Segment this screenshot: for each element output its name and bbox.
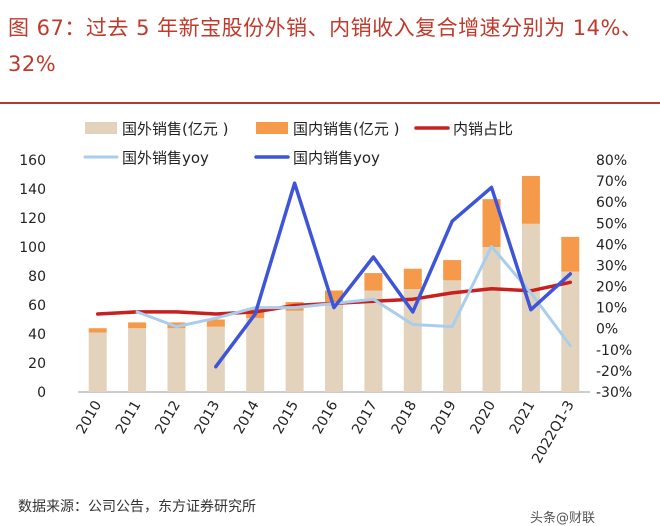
bar-foreign-sales: [482, 247, 501, 392]
legend-label: 国外销售yoy: [122, 149, 209, 167]
bar-foreign-sales: [167, 328, 186, 392]
x-tick-label: 2021: [507, 398, 539, 437]
bar-foreign-sales: [561, 271, 580, 392]
bar-foreign-sales: [403, 289, 422, 392]
left-tick-label: 20: [28, 356, 46, 372]
bar-domestic-sales: [325, 290, 343, 303]
right-tick-label: -10%: [596, 343, 632, 359]
line-foreign-yoy: [135, 245, 572, 348]
left-tick-label: 80: [28, 269, 46, 285]
bar-series: [88, 175, 580, 392]
x-tick-label: 2013: [192, 398, 224, 437]
left-tick-label: 40: [28, 327, 46, 343]
legend-swatch: [85, 122, 117, 134]
legend-label: 国内销售(亿元 ): [293, 120, 399, 138]
bar-domestic-sales: [364, 273, 383, 291]
x-tick-label: 2014: [231, 398, 263, 437]
line-series: [95, 181, 573, 369]
bar-foreign-sales: [325, 302, 343, 392]
x-tick-label: 2019: [428, 398, 460, 437]
legend-label: 国内销售yoy: [293, 149, 380, 167]
left-tick-label: 0: [37, 385, 46, 401]
bar-foreign-sales: [364, 290, 383, 392]
right-tick-label: 0%: [596, 322, 618, 338]
figure-title: 图 67：过去 5 年新宝股份外销、内销收入复合增速分别为 14%、32%: [8, 16, 643, 76]
right-tick-label: 10%: [596, 301, 627, 317]
legend-label: 内销占比: [453, 120, 513, 138]
x-tick-label: 2015: [270, 398, 302, 437]
bar-foreign-sales: [246, 318, 265, 392]
right-tick-label: 60%: [596, 195, 627, 211]
bar-domestic-sales: [521, 175, 540, 224]
line-domestic-yoy: [214, 181, 573, 369]
left-tick-label: 160: [19, 153, 46, 169]
source-note: 数据来源：公司公告，东方证券研究所: [18, 499, 256, 515]
x-tick-label: 2011: [113, 398, 145, 437]
right-tick-label: 20%: [596, 280, 627, 296]
bar-foreign-sales: [206, 326, 225, 392]
x-tick-label: 2016: [310, 398, 342, 437]
bar-foreign-sales: [128, 328, 147, 392]
x-tick-label: 2012: [152, 398, 184, 437]
x-tick-label: 2018: [389, 398, 421, 437]
legend-swatch: [256, 122, 288, 134]
bar-domestic-sales: [443, 260, 462, 281]
right-tick-label: 80%: [596, 153, 627, 169]
bar-domestic-sales: [88, 328, 107, 333]
bar-domestic-sales: [403, 268, 422, 290]
bar-domestic-sales: [561, 236, 580, 272]
x-tick-label: 2020: [467, 398, 499, 437]
right-tick-label: -20%: [596, 364, 632, 380]
bar-domestic-sales: [206, 319, 225, 327]
legend-label: 国外销售(亿元 ): [122, 120, 228, 138]
right-tick-label: -30%: [596, 385, 632, 401]
left-tick-label: 60: [28, 298, 46, 314]
left-tick-label: 120: [19, 211, 46, 227]
right-tick-label: 40%: [596, 237, 627, 253]
right-tick-label: 50%: [596, 216, 627, 232]
bar-foreign-sales: [285, 310, 304, 392]
left-tick-label: 140: [19, 182, 46, 198]
bar-domestic-sales: [128, 322, 147, 329]
title-divider: [0, 102, 660, 104]
x-tick-label: 2017: [349, 398, 381, 437]
bar-foreign-sales: [443, 280, 462, 392]
right-tick-label: 30%: [596, 258, 627, 274]
bar-foreign-sales: [88, 332, 107, 392]
watermark: 头条@财联: [530, 511, 596, 526]
x-tick-label: 2010: [73, 398, 105, 437]
right-tick-label: 70%: [596, 174, 627, 190]
left-tick-label: 100: [19, 240, 46, 256]
bar-domestic-sales: [482, 199, 501, 247]
